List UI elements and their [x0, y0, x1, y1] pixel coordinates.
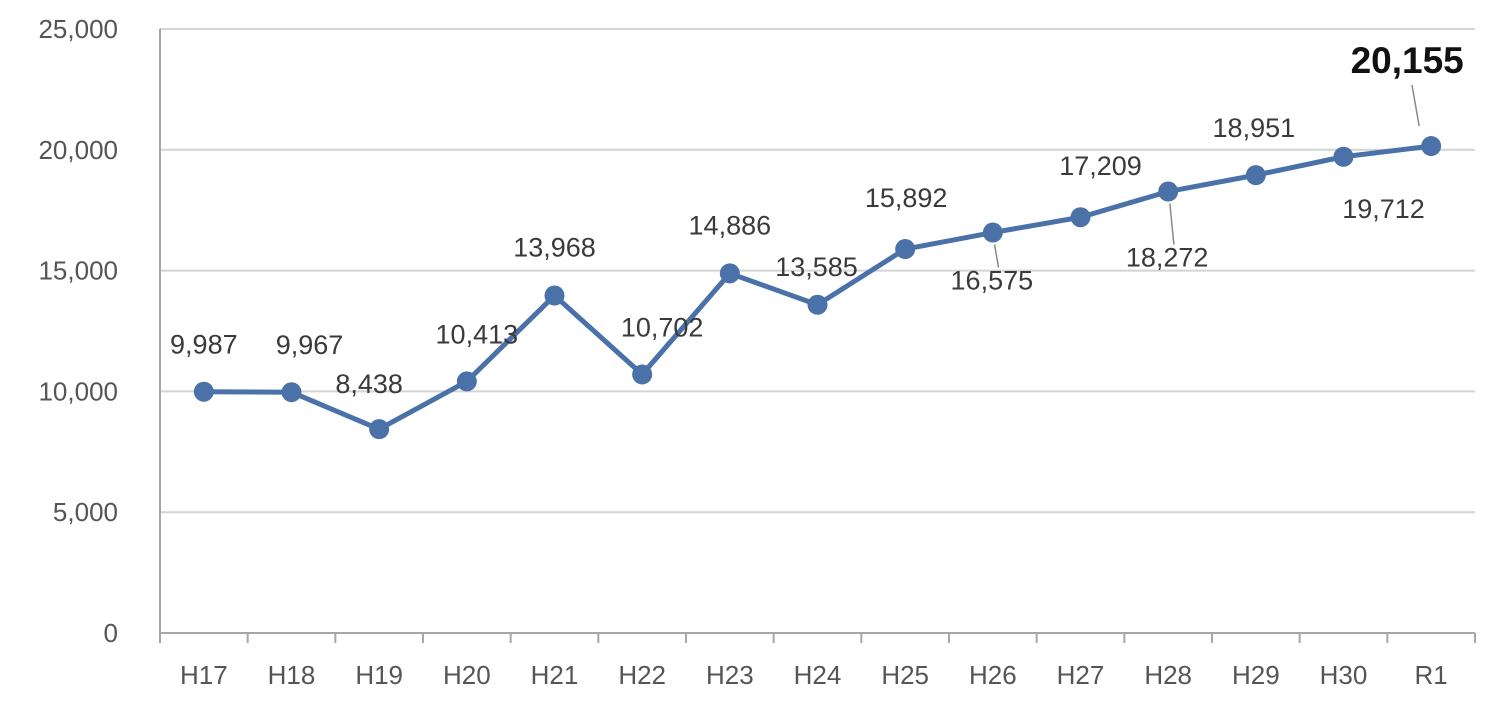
data-point: [895, 239, 916, 260]
y-tick-label: 5,000: [53, 497, 118, 527]
data-label: 18,272: [1126, 243, 1209, 273]
data-point: [719, 263, 740, 284]
data-point: [281, 382, 302, 403]
x-tick-label: H20: [443, 660, 491, 690]
data-label: 8,438: [335, 369, 403, 399]
axes: 0 5,000 10,000 15,000 20,000 25,000 H17 H18 H19 H…: [38, 14, 1476, 690]
data-label-highlight: 20,155: [1351, 40, 1464, 81]
data-point: [807, 294, 828, 315]
data-point: [982, 222, 1003, 243]
leader-line: [1411, 84, 1420, 127]
data-label: 10,702: [621, 312, 704, 342]
x-tick-label: H18: [268, 660, 316, 690]
data-point: [632, 364, 653, 385]
leader-line: [993, 244, 1000, 268]
data-point: [1070, 207, 1091, 228]
leader-line: [1169, 203, 1175, 245]
x-tick-label: H17: [180, 660, 228, 690]
data-label: 16,575: [951, 266, 1034, 296]
x-tick-label: H23: [706, 660, 754, 690]
data-point: [456, 371, 477, 392]
x-tick-label: H22: [618, 660, 666, 690]
data-label: 9,987: [170, 330, 238, 360]
x-tick-label: H19: [355, 660, 403, 690]
data-label: 9,967: [276, 330, 344, 360]
x-tick-label: H27: [1057, 660, 1105, 690]
x-tick-label: H25: [881, 660, 929, 690]
data-point: [1158, 181, 1179, 202]
x-tick-label: H28: [1144, 660, 1192, 690]
data-point: [1421, 136, 1442, 157]
y-tick-label: 20,000: [38, 135, 118, 165]
data-point: [369, 419, 390, 440]
y-tick-label: 0: [104, 618, 118, 648]
y-tick-label: 25,000: [38, 14, 118, 44]
series: [193, 136, 1442, 440]
data-point: [1333, 146, 1354, 167]
data-point: [544, 285, 565, 306]
gridlines: [160, 28, 1475, 514]
data-label: 17,209: [1059, 151, 1142, 181]
x-tick-label: R1: [1415, 660, 1448, 690]
data-label: 10,413: [436, 319, 519, 349]
data-point: [1245, 165, 1266, 186]
x-tick-label: H30: [1320, 660, 1368, 690]
x-tick-label: H21: [531, 660, 579, 690]
data-point: [193, 381, 214, 402]
x-tick-label: H24: [794, 660, 842, 690]
data-label: 13,585: [775, 252, 858, 282]
data-label: 19,712: [1342, 194, 1425, 224]
x-tick-label: H26: [969, 660, 1017, 690]
data-label: 18,951: [1213, 113, 1296, 143]
data-label: 13,968: [513, 233, 596, 263]
data-labels: 9,987 9,9678,43810,41313,96810,70214,8861…: [170, 40, 1464, 399]
y-tick-label: 15,000: [38, 256, 118, 286]
y-tick-label: 10,000: [38, 376, 118, 406]
x-tick-label: H29: [1232, 660, 1280, 690]
data-label: 15,892: [865, 183, 948, 213]
data-label: 14,886: [689, 210, 772, 240]
